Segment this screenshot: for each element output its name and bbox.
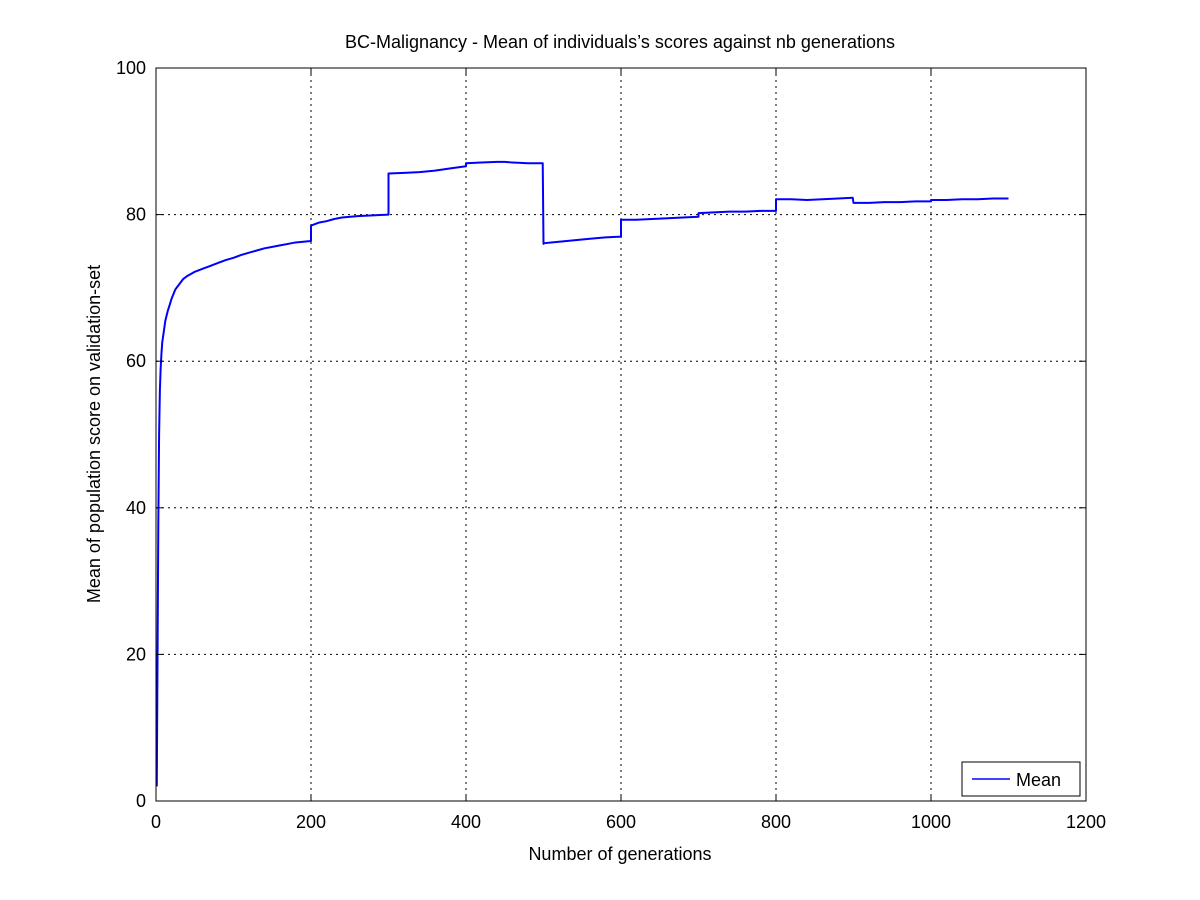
x-tick-label: 0 [151, 812, 161, 832]
grid-lines [156, 68, 1086, 801]
y-tick-label: 20 [126, 644, 146, 664]
legend-entry-mean: Mean [1016, 770, 1061, 790]
y-tick-label: 0 [136, 791, 146, 811]
x-tick-label: 600 [606, 812, 636, 832]
tick-marks [155, 67, 1087, 802]
x-tick-labels: 0 200 400 600 800 1000 1200 [151, 812, 1106, 832]
x-axis-label: Number of generations [528, 844, 711, 864]
x-tick-label: 1200 [1066, 812, 1106, 832]
y-tick-label: 80 [126, 205, 146, 225]
y-tick-label: 100 [116, 58, 146, 78]
x-tick-label: 1000 [911, 812, 951, 832]
legend: Mean [961, 761, 1081, 797]
y-tick-label: 60 [126, 351, 146, 371]
x-tick-label: 200 [296, 812, 326, 832]
y-axis-label: Mean of population score on validation-s… [84, 265, 104, 603]
x-tick-label: 800 [761, 812, 791, 832]
y-tick-label: 40 [126, 498, 146, 518]
series-layer [155, 160, 1009, 787]
chart-title: BC-Malignancy - Mean of individuals’s sc… [345, 32, 895, 52]
y-tick-labels: 0 20 40 60 80 100 [116, 58, 146, 811]
series-line-mean [155, 160, 1009, 787]
x-tick-label: 400 [451, 812, 481, 832]
